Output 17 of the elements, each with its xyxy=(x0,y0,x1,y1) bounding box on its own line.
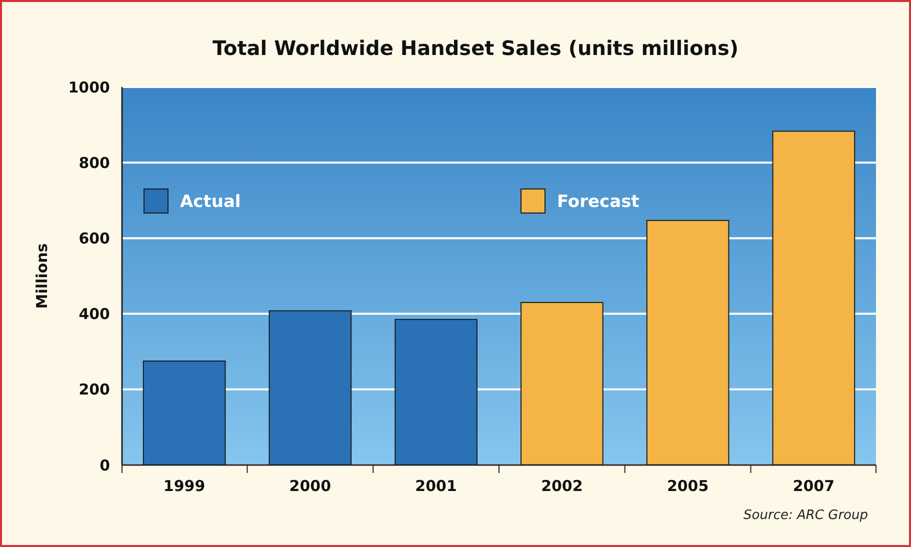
y-tick-label: 400 xyxy=(78,305,110,324)
y-tick-label: 800 xyxy=(78,154,110,172)
y-tick-label: 1000 xyxy=(68,78,110,96)
x-tick-label: 2007 xyxy=(792,477,835,495)
y-axis-title: Millions xyxy=(33,243,51,309)
x-tick-label: 2002 xyxy=(541,477,583,495)
x-tick-label: 2001 xyxy=(415,477,457,495)
x-tick-label: 1999 xyxy=(163,477,206,495)
y-tick-label: 200 xyxy=(78,380,110,399)
x-tick-label: 2000 xyxy=(289,477,332,495)
y-tick-label: 0 xyxy=(100,456,110,474)
chart-title: Total Worldwide Handset Sales (units millions) xyxy=(212,36,739,60)
legend-label: Forecast xyxy=(557,192,640,212)
legend-label: Actual xyxy=(180,192,241,212)
source-note: Source: ARC Group xyxy=(744,508,868,523)
y-tick-label: 600 xyxy=(78,229,110,248)
x-tick-label: 2005 xyxy=(666,477,709,495)
